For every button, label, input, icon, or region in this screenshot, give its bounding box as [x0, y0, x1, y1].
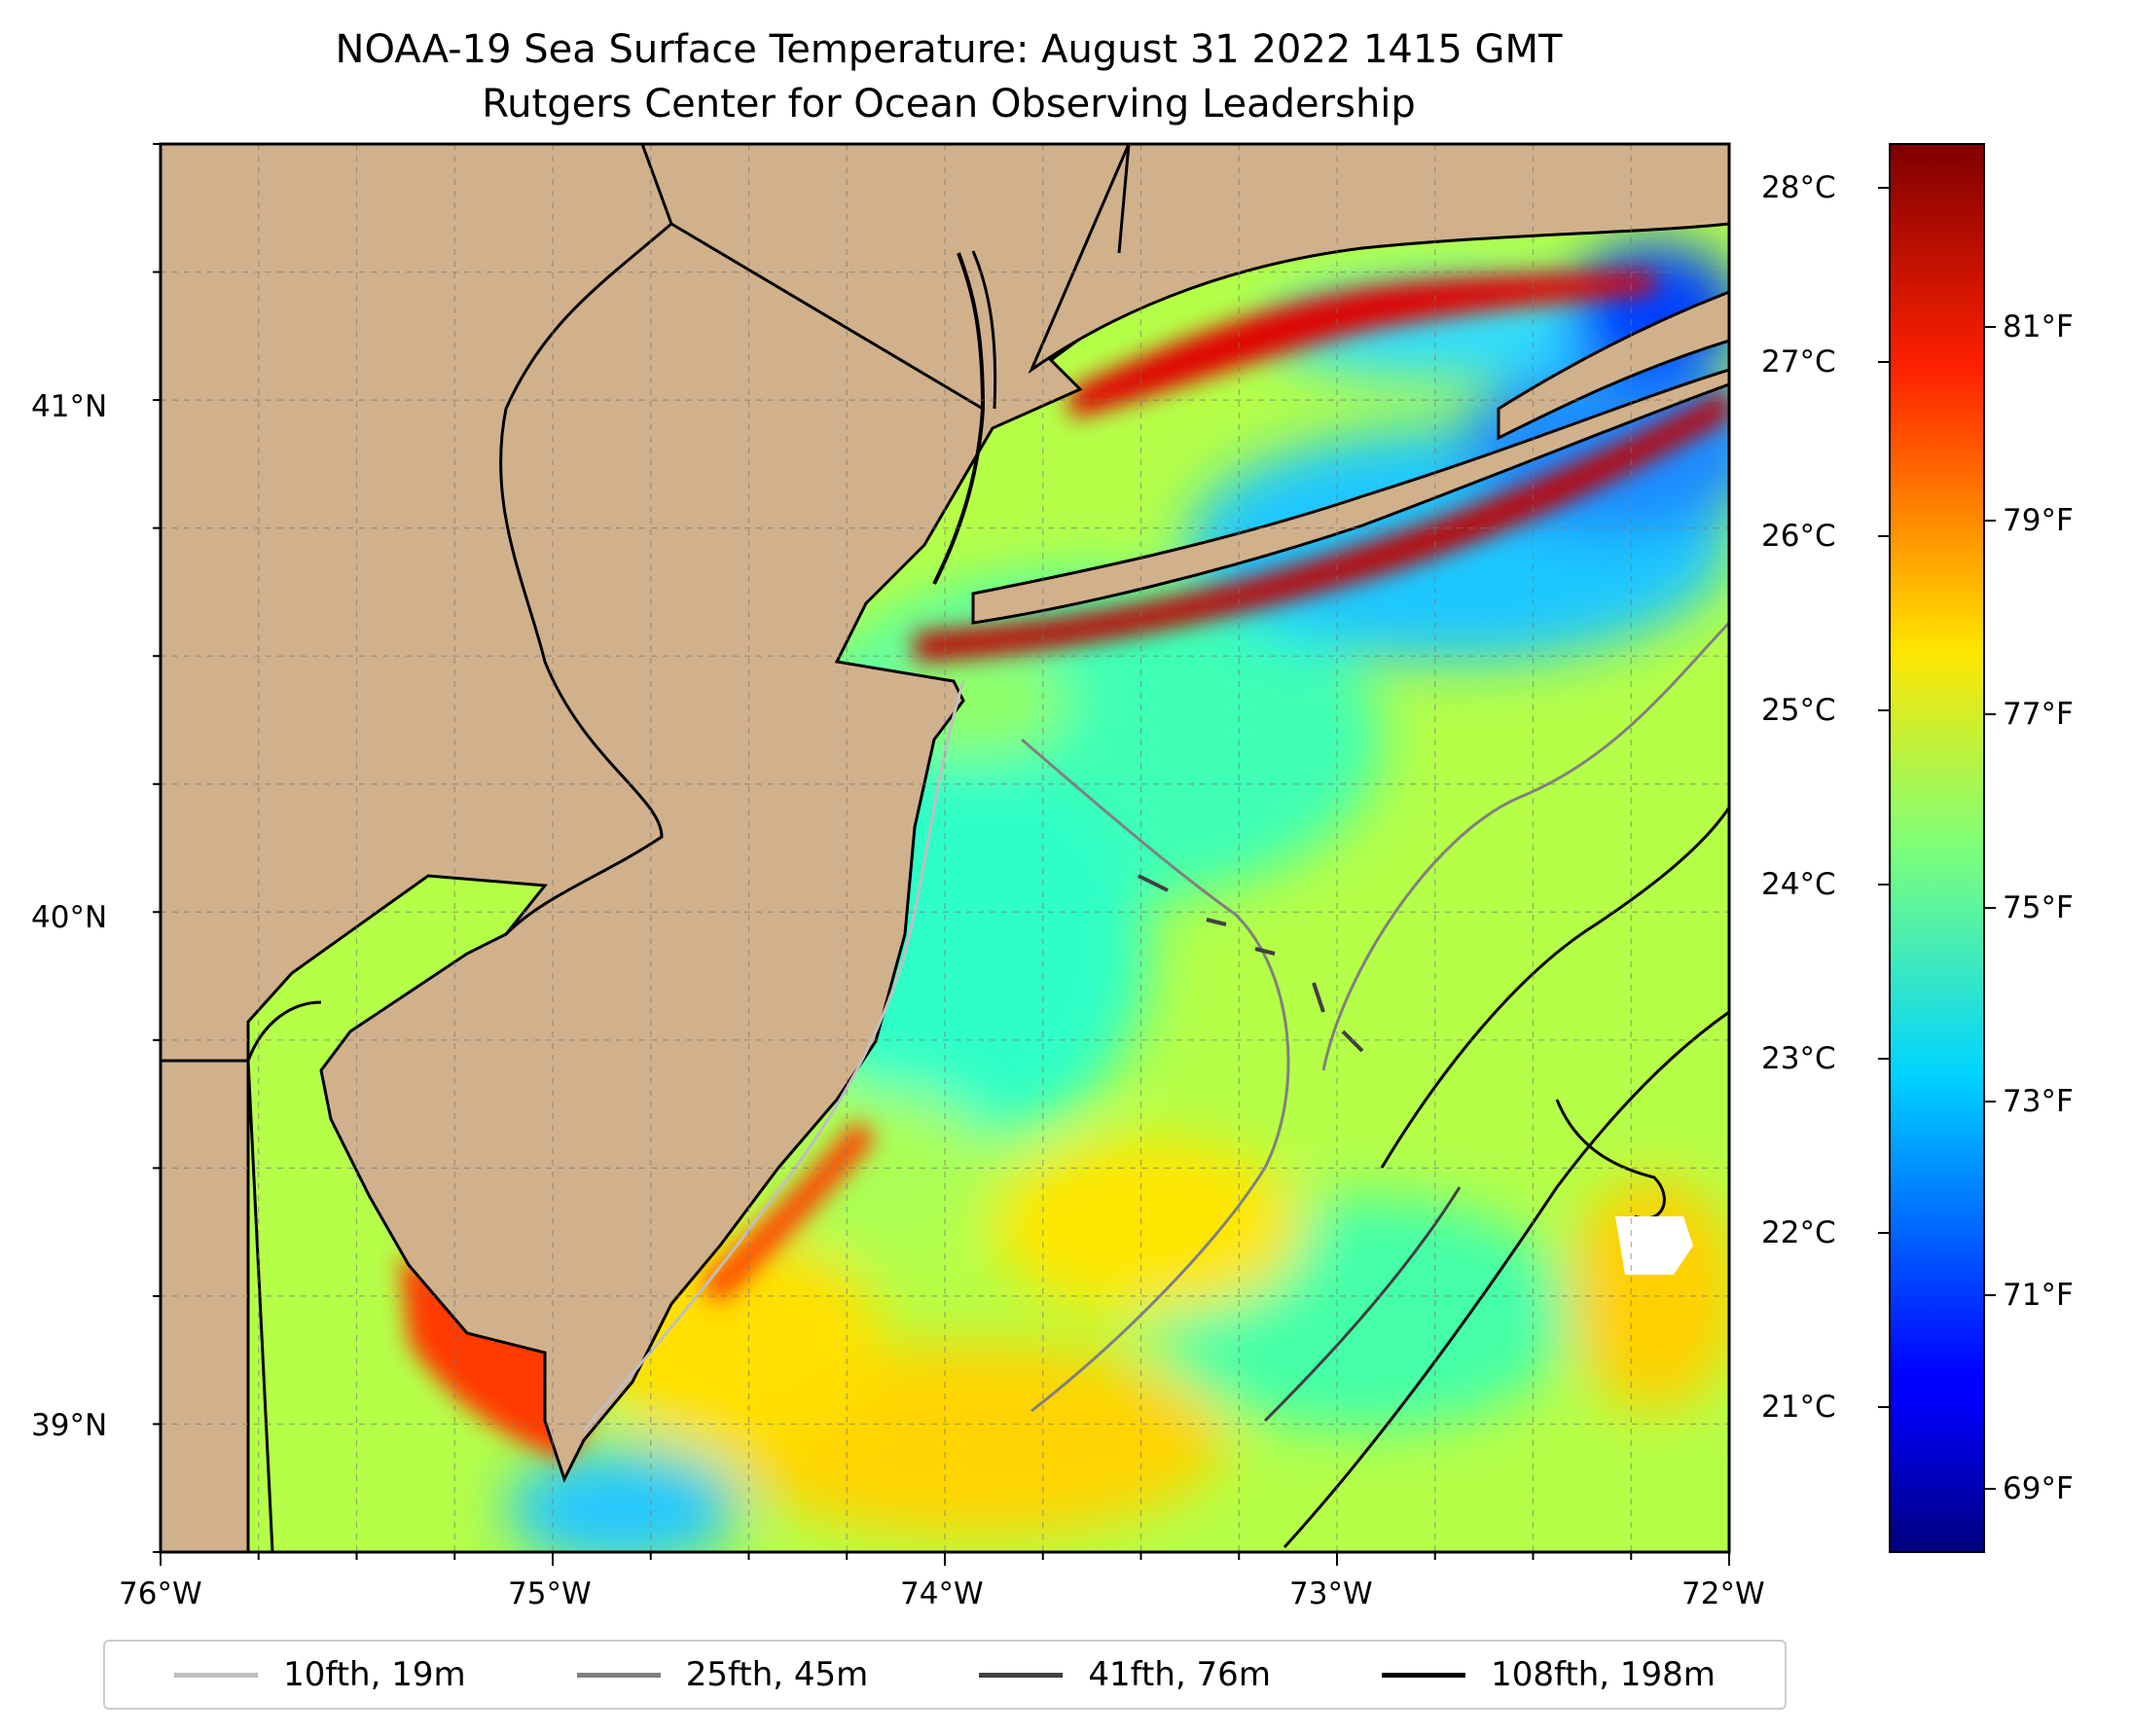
contour-legend: 10fth, 19m 25fth, 45m 41fth, 76m 108fth,… [103, 1640, 1787, 1710]
lat-tick-label: 41°N [31, 389, 108, 424]
celsius-tick-label: 27°C [1761, 344, 1836, 380]
colorbar [1889, 143, 1985, 1553]
lon-tick-label: 73°W [1289, 1576, 1373, 1611]
lon-tick-label: 76°W [119, 1576, 202, 1611]
fahrenheit-tick-label: 71°F [2003, 1278, 2074, 1313]
legend-label: 41fth, 76m [1088, 1655, 1271, 1694]
celsius-tick-label: 25°C [1761, 693, 1836, 728]
figure-title: NOAA-19 Sea Surface Temperature: August … [335, 27, 1563, 72]
lon-tick-label: 75°W [508, 1576, 592, 1611]
fahrenheit-tick-label: 77°F [2003, 697, 2074, 732]
colorbar-ticks [1878, 187, 1996, 1490]
lat-tick-label: 39°N [31, 1408, 108, 1443]
fahrenheit-tick-label: 73°F [2003, 1084, 2074, 1119]
legend-item-41fth: 41fth, 76m [979, 1655, 1271, 1694]
fahrenheit-tick-label: 75°F [2003, 890, 2074, 925]
lon-tick-label: 74°W [900, 1576, 984, 1611]
lon-tick-marks [160, 1552, 1730, 1566]
lat-tick-label: 40°N [31, 900, 108, 935]
legend-item-10fth: 10fth, 19m [174, 1655, 466, 1694]
celsius-tick-label: 23°C [1761, 1041, 1836, 1076]
legend-line-swatch [576, 1672, 661, 1678]
fahrenheit-tick-label: 79°F [2003, 503, 2074, 538]
legend-line-swatch [1382, 1672, 1466, 1678]
bathymetry-contours [582, 621, 1729, 1549]
celsius-tick-label: 26°C [1761, 519, 1836, 554]
legend-label: 108fth, 198m [1491, 1655, 1716, 1694]
legend-label: 10fth, 19m [283, 1655, 466, 1694]
celsius-tick-label: 21°C [1761, 1390, 1836, 1425]
lon-tick-label: 72°W [1681, 1576, 1765, 1611]
celsius-tick-label: 22°C [1761, 1215, 1836, 1250]
celsius-tick-label: 24°C [1761, 867, 1836, 902]
lat-tick-marks [153, 143, 161, 1553]
figure-subtitle: Rutgers Center for Ocean Observing Leade… [482, 82, 1416, 127]
fahrenheit-tick-label: 81°F [2003, 309, 2074, 344]
legend-label: 25fth, 45m [685, 1655, 869, 1694]
celsius-tick-label: 28°C [1761, 170, 1836, 205]
legend-line-swatch [174, 1672, 259, 1678]
legend-item-25fth: 25fth, 45m [576, 1655, 869, 1694]
legend-line-swatch [979, 1672, 1064, 1678]
legend-item-108fth: 108fth, 198m [1382, 1655, 1716, 1694]
fahrenheit-tick-label: 69°F [2003, 1471, 2074, 1506]
no-data-gap [1615, 1216, 1693, 1275]
